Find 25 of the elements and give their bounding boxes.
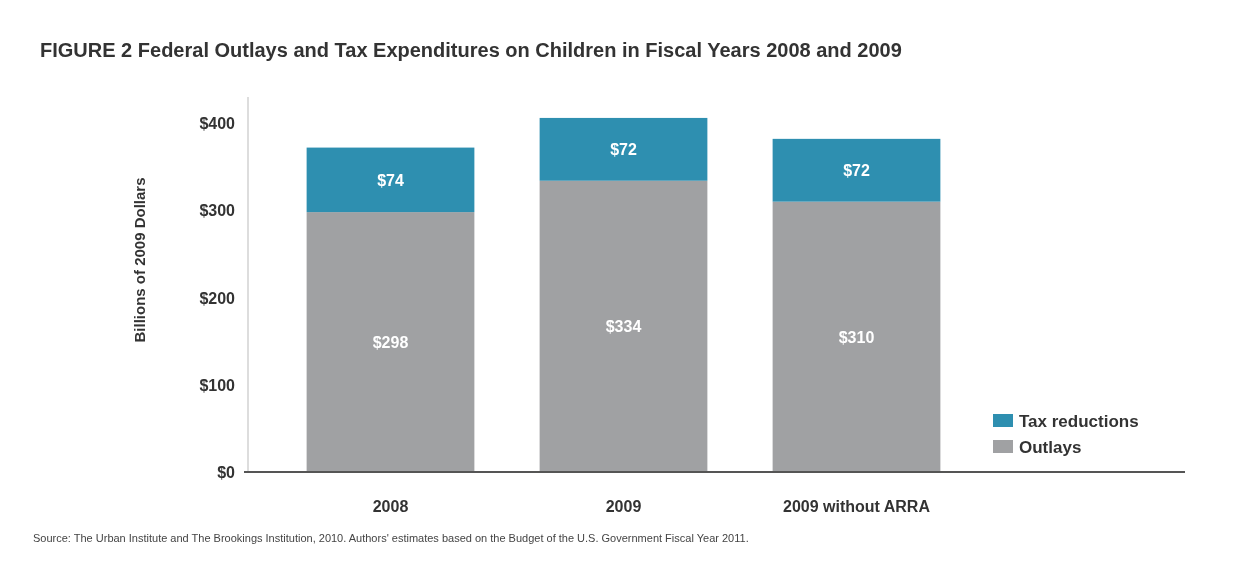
bar — [539, 180, 708, 472]
data-label: $310 — [838, 328, 875, 346]
source-note: Source: The Urban Institute and The Brookings Institution, 2010. Authors' estimates based on the Budget of the U.S. Government Fiscal Year 2011. — [33, 532, 749, 544]
bar — [539, 117, 708, 181]
y-tick-label: $0 — [217, 464, 236, 481]
chart-title: FIGURE 2 Federal Outlays and Tax Expenditures on Children in Fiscal Years 2008 and 2009 — [40, 39, 902, 61]
bar — [306, 212, 475, 472]
bar — [306, 147, 475, 213]
legend-label: Tax reductions — [1019, 412, 1139, 431]
x-tick-label: 2009 without ARRA — [783, 498, 931, 515]
y-tick-label: $400 — [199, 115, 236, 133]
bar — [772, 138, 941, 202]
y-tick-label: $100 — [199, 376, 236, 394]
data-label: $72 — [843, 162, 870, 180]
data-label: $298 — [372, 334, 409, 352]
bar — [772, 201, 941, 472]
y-axis-title: Billions of 2009 Dollars — [131, 177, 148, 343]
legend-label: Outlays — [1019, 438, 1082, 457]
x-tick-label: 2009 — [605, 498, 642, 515]
x-tick-label: 2008 — [372, 498, 409, 515]
data-label: $72 — [610, 141, 637, 159]
y-tick-label: $300 — [199, 202, 236, 220]
y-tick-label: $200 — [199, 289, 236, 307]
data-label: $74 — [377, 171, 404, 189]
data-label: $334 — [605, 318, 642, 336]
